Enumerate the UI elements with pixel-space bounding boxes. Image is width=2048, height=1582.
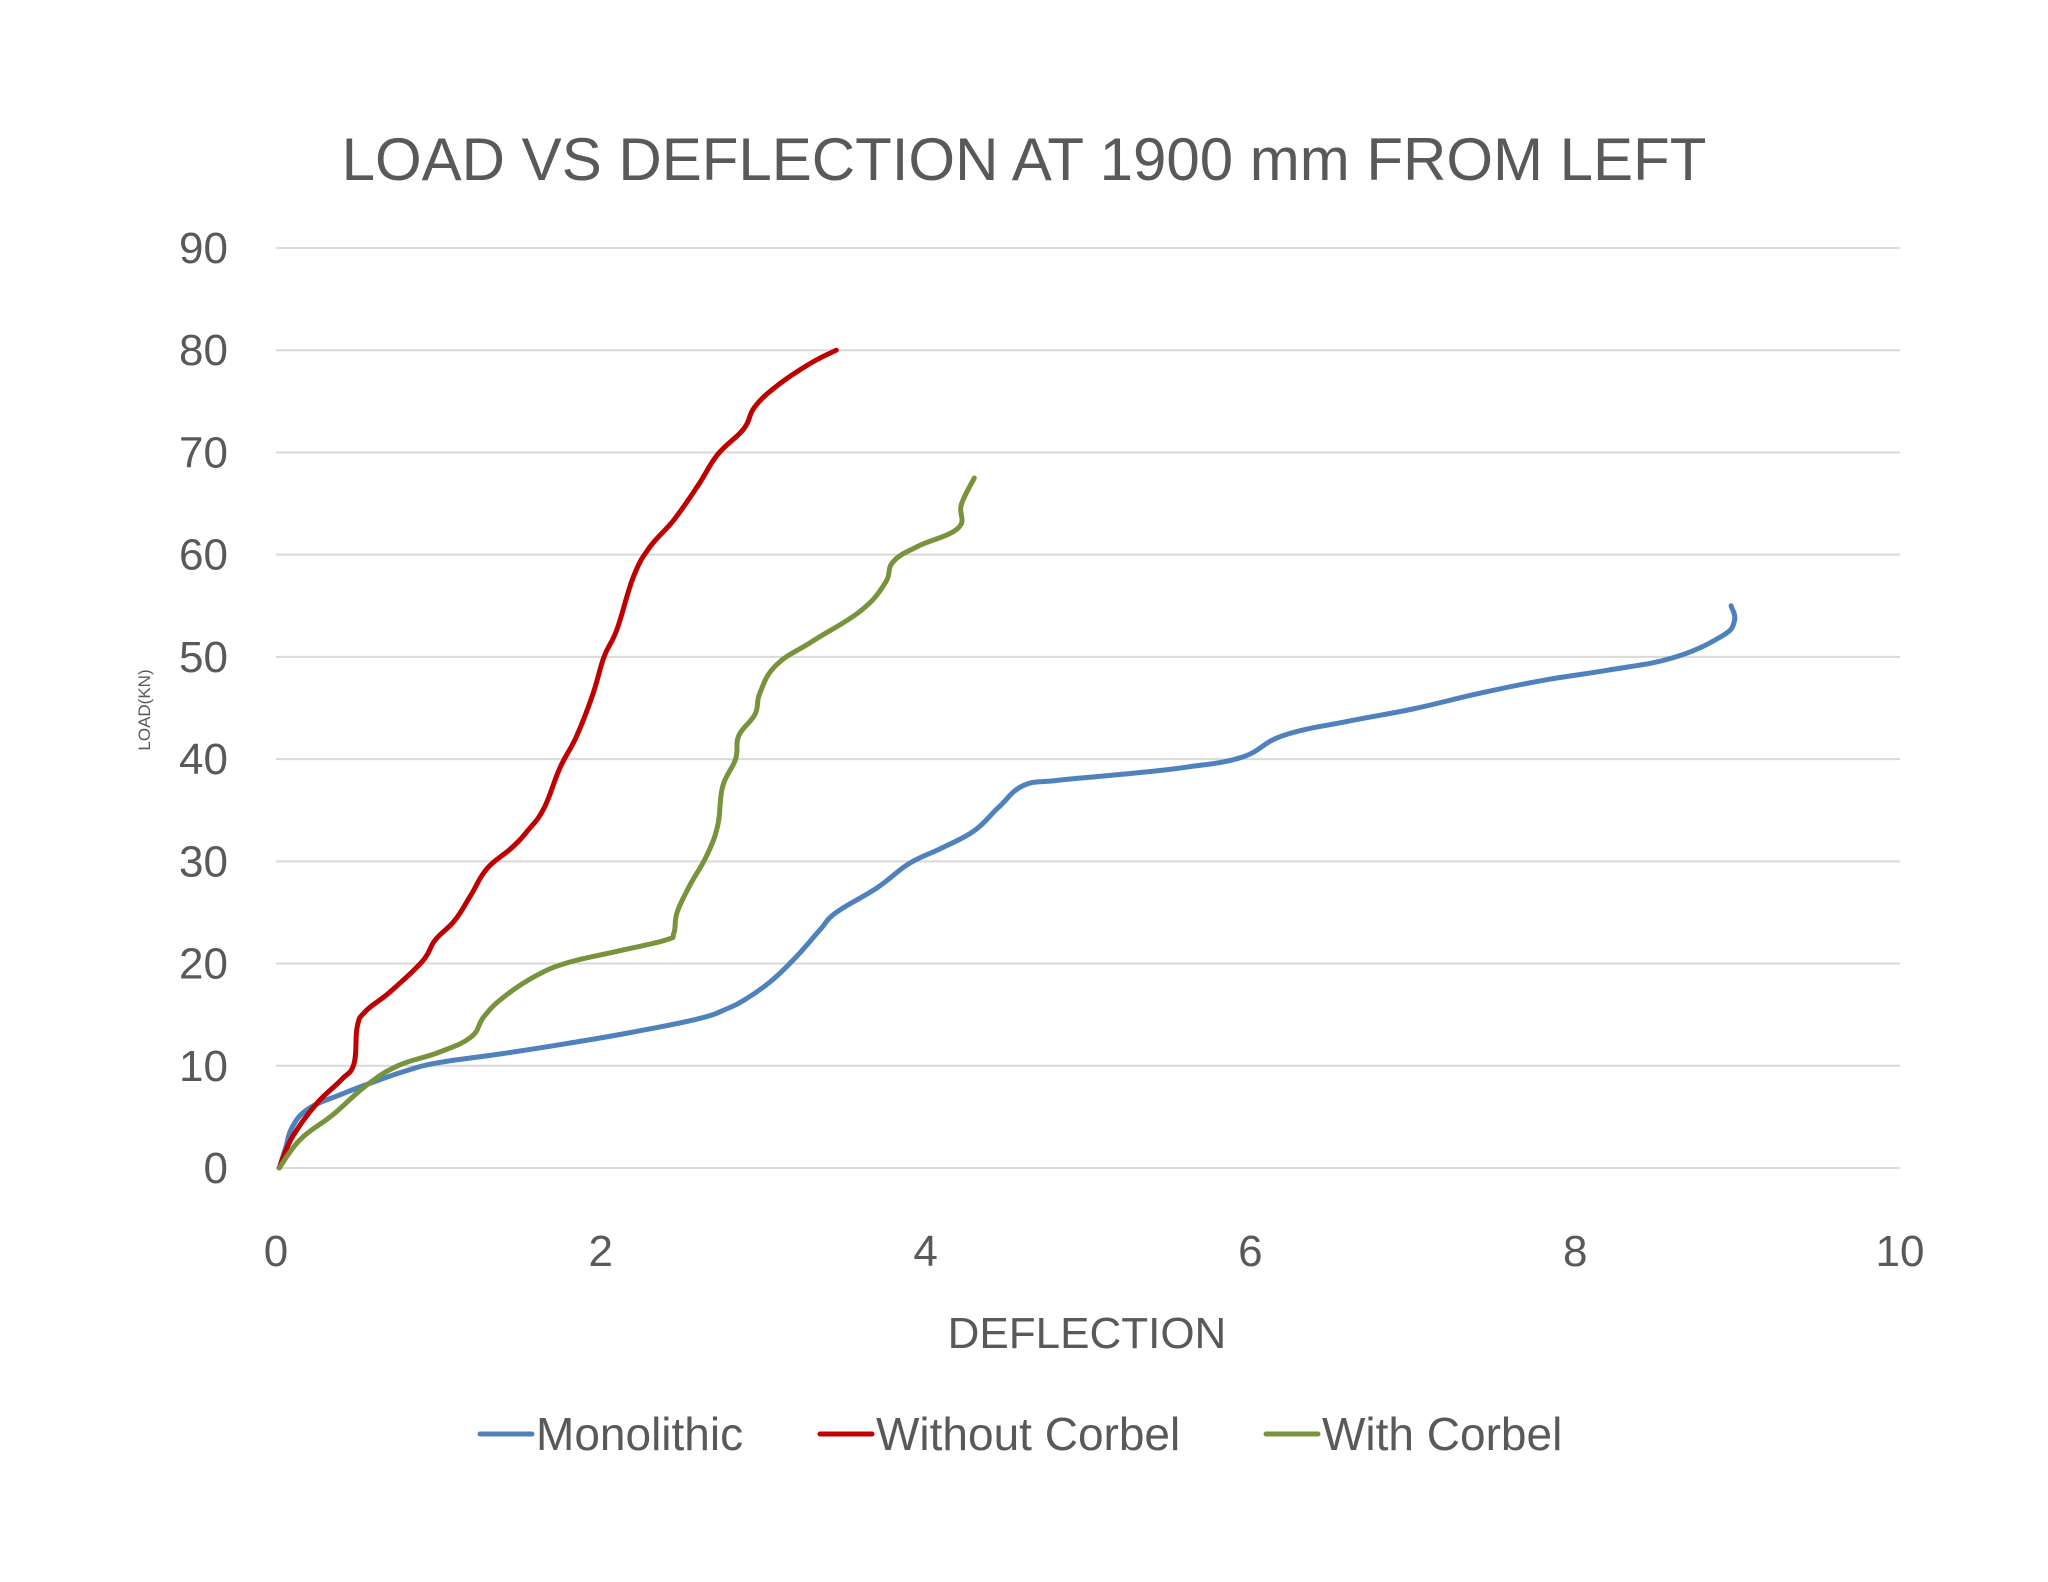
y-axis-tick-labels: 0 10 20 30 40 50 60 70 80 90 — [179, 224, 228, 1193]
y-tick-label: 40 — [179, 735, 228, 784]
y-tick-label: 50 — [179, 633, 228, 682]
series-line-monolithic — [276, 603, 1738, 1171]
legend-label-monolithic: Monolithic — [536, 1408, 743, 1460]
series-line-without-corbel — [276, 347, 839, 1171]
y-axis-title: LOAD(KN) — [135, 669, 154, 750]
x-tick-label: 2 — [589, 1227, 613, 1276]
series-line-with-corbel — [276, 475, 977, 1171]
y-tick-label: 90 — [179, 224, 228, 273]
x-tick-label: 10 — [1876, 1227, 1925, 1276]
x-tick-label: 6 — [1238, 1227, 1262, 1276]
x-tick-label: 8 — [1563, 1227, 1587, 1276]
y-tick-label: 60 — [179, 531, 228, 580]
y-tick-label: 10 — [179, 1042, 228, 1091]
x-axis-title: DEFLECTION — [948, 1309, 1227, 1358]
x-tick-label: 4 — [913, 1227, 937, 1276]
x-tick-label: 0 — [264, 1227, 288, 1276]
y-tick-label: 80 — [179, 326, 228, 375]
series-lines — [276, 347, 1738, 1171]
y-tick-label: 70 — [179, 428, 228, 477]
y-tick-label: 20 — [179, 940, 228, 989]
x-axis-tick-labels: 0 2 4 6 8 10 — [264, 1227, 1925, 1276]
y-tick-label: 0 — [204, 1144, 228, 1193]
legend-label-with-corbel: With Corbel — [1322, 1408, 1562, 1460]
legend-label-without-corbel: Without Corbel — [876, 1408, 1180, 1460]
chart-title: LOAD VS DEFLECTION AT 1900 mm FROM LEFT — [342, 126, 1707, 193]
legend: Monolithic Without Corbel With Corbel — [477, 1408, 1562, 1460]
gridlines — [276, 247, 1900, 1169]
y-tick-label: 30 — [179, 837, 228, 886]
